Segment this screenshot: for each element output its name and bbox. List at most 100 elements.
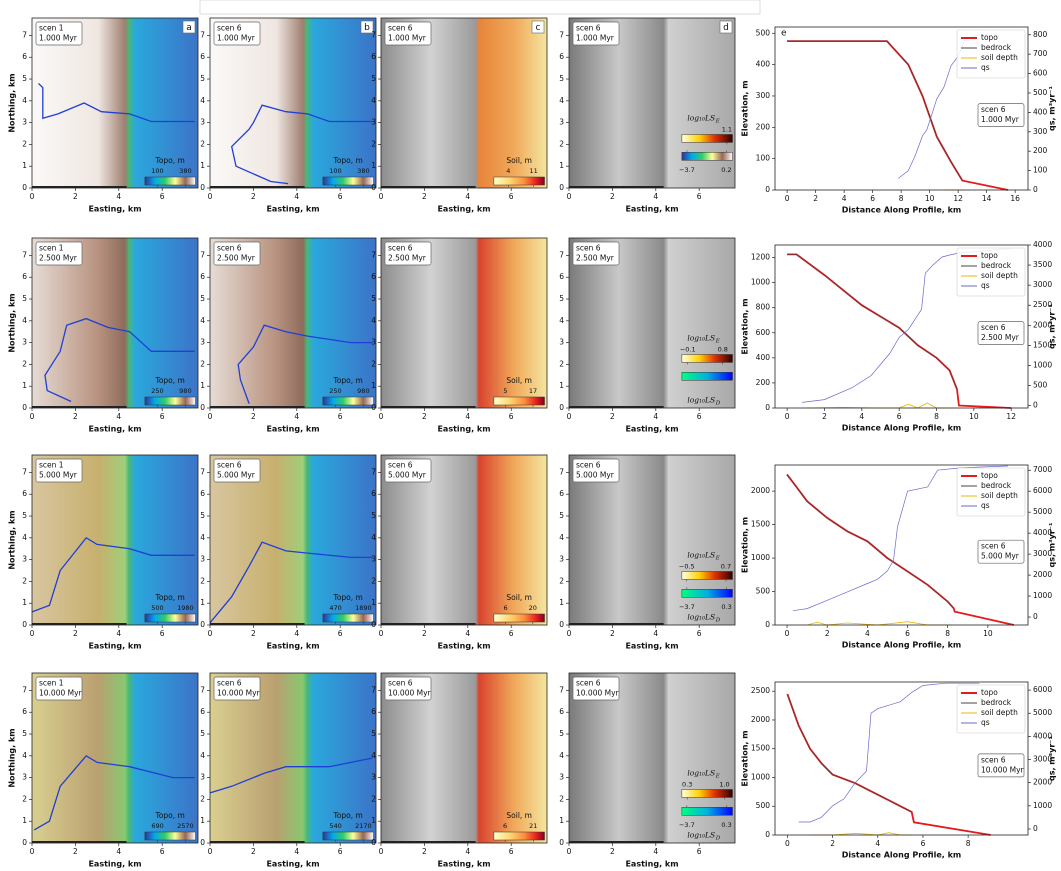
plot-frame xyxy=(774,26,1029,191)
x-tick-label: 2 xyxy=(251,412,256,421)
label-box xyxy=(35,676,83,701)
label-text: 10.000 Myr xyxy=(217,689,261,698)
label-box xyxy=(213,21,261,46)
colorbar-tick-label: 0.3 xyxy=(721,821,731,829)
y-tick-label: 0 xyxy=(765,620,770,629)
colorbar-label-sub: E xyxy=(715,118,720,124)
colorbar xyxy=(144,613,196,623)
x-tick-label: 6 xyxy=(160,192,165,201)
y2-tick-label: 100 xyxy=(1033,166,1048,175)
x-tick-label: 10 xyxy=(925,194,935,203)
x-tick-label: 6 xyxy=(897,412,902,421)
y-tick-label: 6 xyxy=(559,272,564,281)
y-tick-label: 5 xyxy=(200,511,205,520)
label-text: scen 1 xyxy=(39,679,64,688)
y-tick-label: 5 xyxy=(559,729,564,738)
y-tick-label: 7 xyxy=(371,467,376,476)
legend-label: topo xyxy=(981,33,998,42)
y-tick-label: 7 xyxy=(200,250,205,259)
label-text: scen 1 xyxy=(39,461,64,470)
colorbar-tick-label: 1.1 xyxy=(722,125,732,133)
colorbar-tick-label: 17 xyxy=(529,387,537,395)
colorbar-tick-label: 5 xyxy=(503,387,507,395)
label-text: 1.000 Myr xyxy=(576,34,615,43)
y-axis-label: Northing, km xyxy=(8,510,17,569)
x-tick-label: 6 xyxy=(697,629,702,638)
y-tick-label: 500 xyxy=(756,28,771,37)
x-tick-label: 12 xyxy=(1006,412,1016,421)
y-tick-label: 200 xyxy=(756,122,771,131)
y2-tick-label: 200 xyxy=(1033,146,1048,155)
y-tick-label: 2 xyxy=(559,359,564,368)
y-tick-label: 5 xyxy=(200,294,205,303)
colorbar-tick-label: 6 xyxy=(503,604,507,612)
x-tick-label: 6 xyxy=(921,839,926,848)
x-tick-label: 0 xyxy=(785,412,790,421)
y-tick-label: 0 xyxy=(765,403,770,412)
y2-tick-label: 800 xyxy=(1033,30,1048,39)
y-tick-label: 0 xyxy=(559,183,564,192)
y-tick-label: 2 xyxy=(371,139,376,148)
label-text: scen 6 xyxy=(576,461,601,470)
y-tick-label: 2 xyxy=(22,359,27,368)
label-box xyxy=(572,241,620,266)
y-tick-label: 1000 xyxy=(751,553,770,562)
x-tick-label: 10 xyxy=(983,629,993,638)
y2-tick-label: 0 xyxy=(1033,824,1038,833)
map-base-strip xyxy=(32,406,127,408)
x-tick-label: 4 xyxy=(859,412,864,421)
legend-label: qs xyxy=(981,63,990,72)
colorbar-tick-label: 690 xyxy=(151,822,163,830)
y-tick-label: 0 xyxy=(22,183,27,192)
panel-letter-box xyxy=(719,20,733,34)
x-axis-label: Easting, km xyxy=(88,425,141,434)
y-tick-label: 7 xyxy=(200,467,205,476)
y-tick-label: 1 xyxy=(200,816,205,825)
y2-tick-label: 4000 xyxy=(1033,528,1052,537)
map-frame xyxy=(31,454,199,626)
label-box xyxy=(35,21,83,46)
map-image xyxy=(381,455,547,625)
label-box xyxy=(213,458,261,483)
profile-line xyxy=(209,541,373,624)
y-tick-label: 3 xyxy=(200,773,205,782)
x-tick-label: 6 xyxy=(509,629,514,638)
x-tick-label: 4 xyxy=(653,847,658,856)
y-tick-label: 1 xyxy=(371,381,376,390)
map-base-strip xyxy=(32,186,127,188)
colorbar-tick-label: 100 xyxy=(151,167,163,175)
label-box xyxy=(35,458,83,483)
x-tick-label: 6 xyxy=(697,192,702,201)
y-tick-label: 3 xyxy=(371,118,376,127)
y-tick-label: 1 xyxy=(371,161,376,170)
y-tick-label: 400 xyxy=(756,60,771,69)
map-frame xyxy=(31,17,199,189)
y-tick-label: 1500 xyxy=(751,744,770,753)
x-tick-label: 0 xyxy=(379,629,384,638)
profile-line xyxy=(209,757,373,794)
label-box xyxy=(384,241,432,266)
label-box xyxy=(572,458,620,483)
y-tick-label: 300 xyxy=(756,91,771,100)
y-tick-label: 4 xyxy=(200,96,205,105)
x-tick-label: 6 xyxy=(905,629,910,638)
y2-tick-label: 5000 xyxy=(1033,507,1052,516)
y-tick-label: 2500 xyxy=(751,686,770,695)
x-tick-label: 6 xyxy=(160,629,165,638)
x-tick-label: 0 xyxy=(208,412,213,421)
y-tick-label: 3 xyxy=(559,118,564,127)
x-tick-label: 0 xyxy=(208,192,213,201)
x-tick-label: 8 xyxy=(945,629,950,638)
y2-tick-label: 400 xyxy=(1033,107,1048,116)
y-tick-label: 0 xyxy=(371,620,376,629)
y-tick-label: 4 xyxy=(371,316,376,325)
y-axis-label: Northing, km xyxy=(8,73,17,132)
y-tick-label: 2 xyxy=(371,794,376,803)
colorbar-tick-label: −0.1 xyxy=(680,345,696,353)
x-axis-label: Easting, km xyxy=(266,860,319,869)
y-tick-label: 1 xyxy=(559,161,564,170)
y2-tick-label: 2000 xyxy=(1033,778,1052,787)
label-text: 5.000 Myr xyxy=(981,552,1020,561)
label-text: scen 6 xyxy=(388,24,413,33)
colorbar-label: log₁₀LS xyxy=(687,768,715,777)
